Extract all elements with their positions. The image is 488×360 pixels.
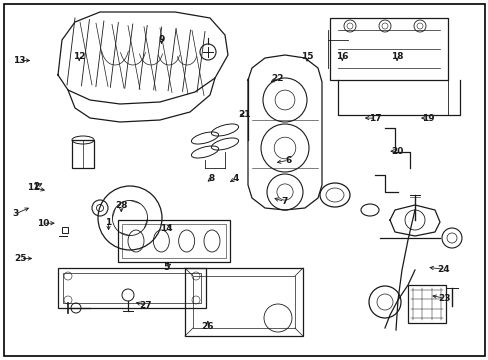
- Text: 19: 19: [421, 113, 433, 122]
- Text: 18: 18: [390, 52, 403, 61]
- Bar: [63, 273, 201, 303]
- Bar: [329, 18, 447, 80]
- Bar: [407, 285, 445, 323]
- Text: 1: 1: [105, 218, 111, 227]
- Text: 3: 3: [13, 210, 19, 218]
- Text: 21: 21: [238, 110, 250, 119]
- Text: 5: 5: [163, 263, 169, 271]
- Text: 23: 23: [437, 293, 449, 302]
- Text: 27: 27: [139, 301, 152, 310]
- Text: 14: 14: [160, 224, 172, 233]
- Text: 12: 12: [73, 52, 85, 61]
- Text: 9: 9: [158, 35, 164, 44]
- Text: 4: 4: [232, 174, 239, 183]
- Bar: [72, 140, 94, 168]
- Text: 20: 20: [390, 147, 403, 156]
- Text: 7: 7: [281, 197, 287, 206]
- Text: 8: 8: [208, 174, 214, 183]
- Text: 16: 16: [335, 52, 348, 61]
- Text: 25: 25: [14, 254, 27, 263]
- Bar: [193, 276, 294, 328]
- Text: 26: 26: [201, 323, 214, 331]
- Text: 15: 15: [300, 52, 313, 61]
- Text: 6: 6: [285, 156, 291, 165]
- Text: 2: 2: [34, 182, 40, 191]
- Bar: [118, 220, 229, 262]
- Text: 11: 11: [27, 184, 40, 192]
- Text: 17: 17: [368, 113, 381, 122]
- Bar: [122, 224, 225, 258]
- Text: 22: 22: [271, 74, 284, 83]
- Text: 28: 28: [115, 201, 127, 210]
- Bar: [184, 268, 303, 336]
- Bar: [58, 268, 205, 308]
- Text: 24: 24: [437, 265, 449, 274]
- Text: 10: 10: [37, 219, 49, 228]
- Text: 13: 13: [13, 56, 26, 65]
